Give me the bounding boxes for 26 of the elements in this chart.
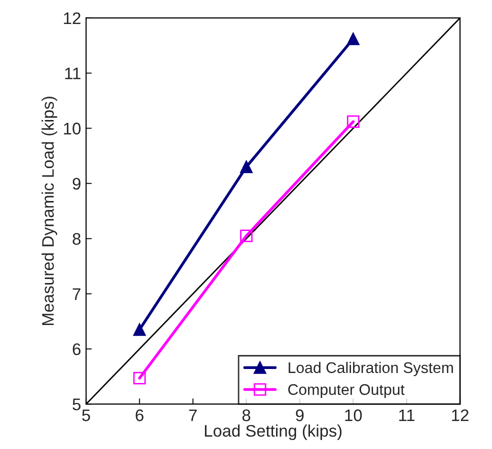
x-axis-title: Load Setting (kips) xyxy=(204,424,342,440)
x-tick-label: 11 xyxy=(399,410,414,422)
point xyxy=(346,32,360,46)
x-tick-label: 8 xyxy=(242,409,250,422)
legend-label: Load Calibration System xyxy=(288,362,453,376)
point xyxy=(133,372,146,384)
point xyxy=(240,160,253,174)
y-tick-label: 7 xyxy=(72,288,80,300)
y-axis-title: Measured Dynamic Load (kips) xyxy=(42,96,58,325)
x-tick-label: 12 xyxy=(452,409,468,422)
y-tick-label: 5 xyxy=(72,398,81,410)
x-tick-label: 9 xyxy=(296,409,304,422)
x-tick-label: 10 xyxy=(345,409,362,422)
y-tick-label: 9 xyxy=(72,178,80,190)
x-tick-label: 7 xyxy=(189,410,197,422)
x-tick-label: 6 xyxy=(136,409,144,422)
point xyxy=(240,230,253,242)
y-tick-label: 10 xyxy=(64,122,81,134)
y-tick-label: 8 xyxy=(72,233,81,245)
y-tick-label: 6 xyxy=(72,343,81,356)
x-tick-label: 5 xyxy=(82,410,90,422)
legend-label: Computer Output xyxy=(288,384,405,398)
point xyxy=(346,115,360,128)
y-tick-label: 12 xyxy=(64,12,80,24)
point xyxy=(133,323,146,336)
y-tick-label: 11 xyxy=(65,68,80,80)
